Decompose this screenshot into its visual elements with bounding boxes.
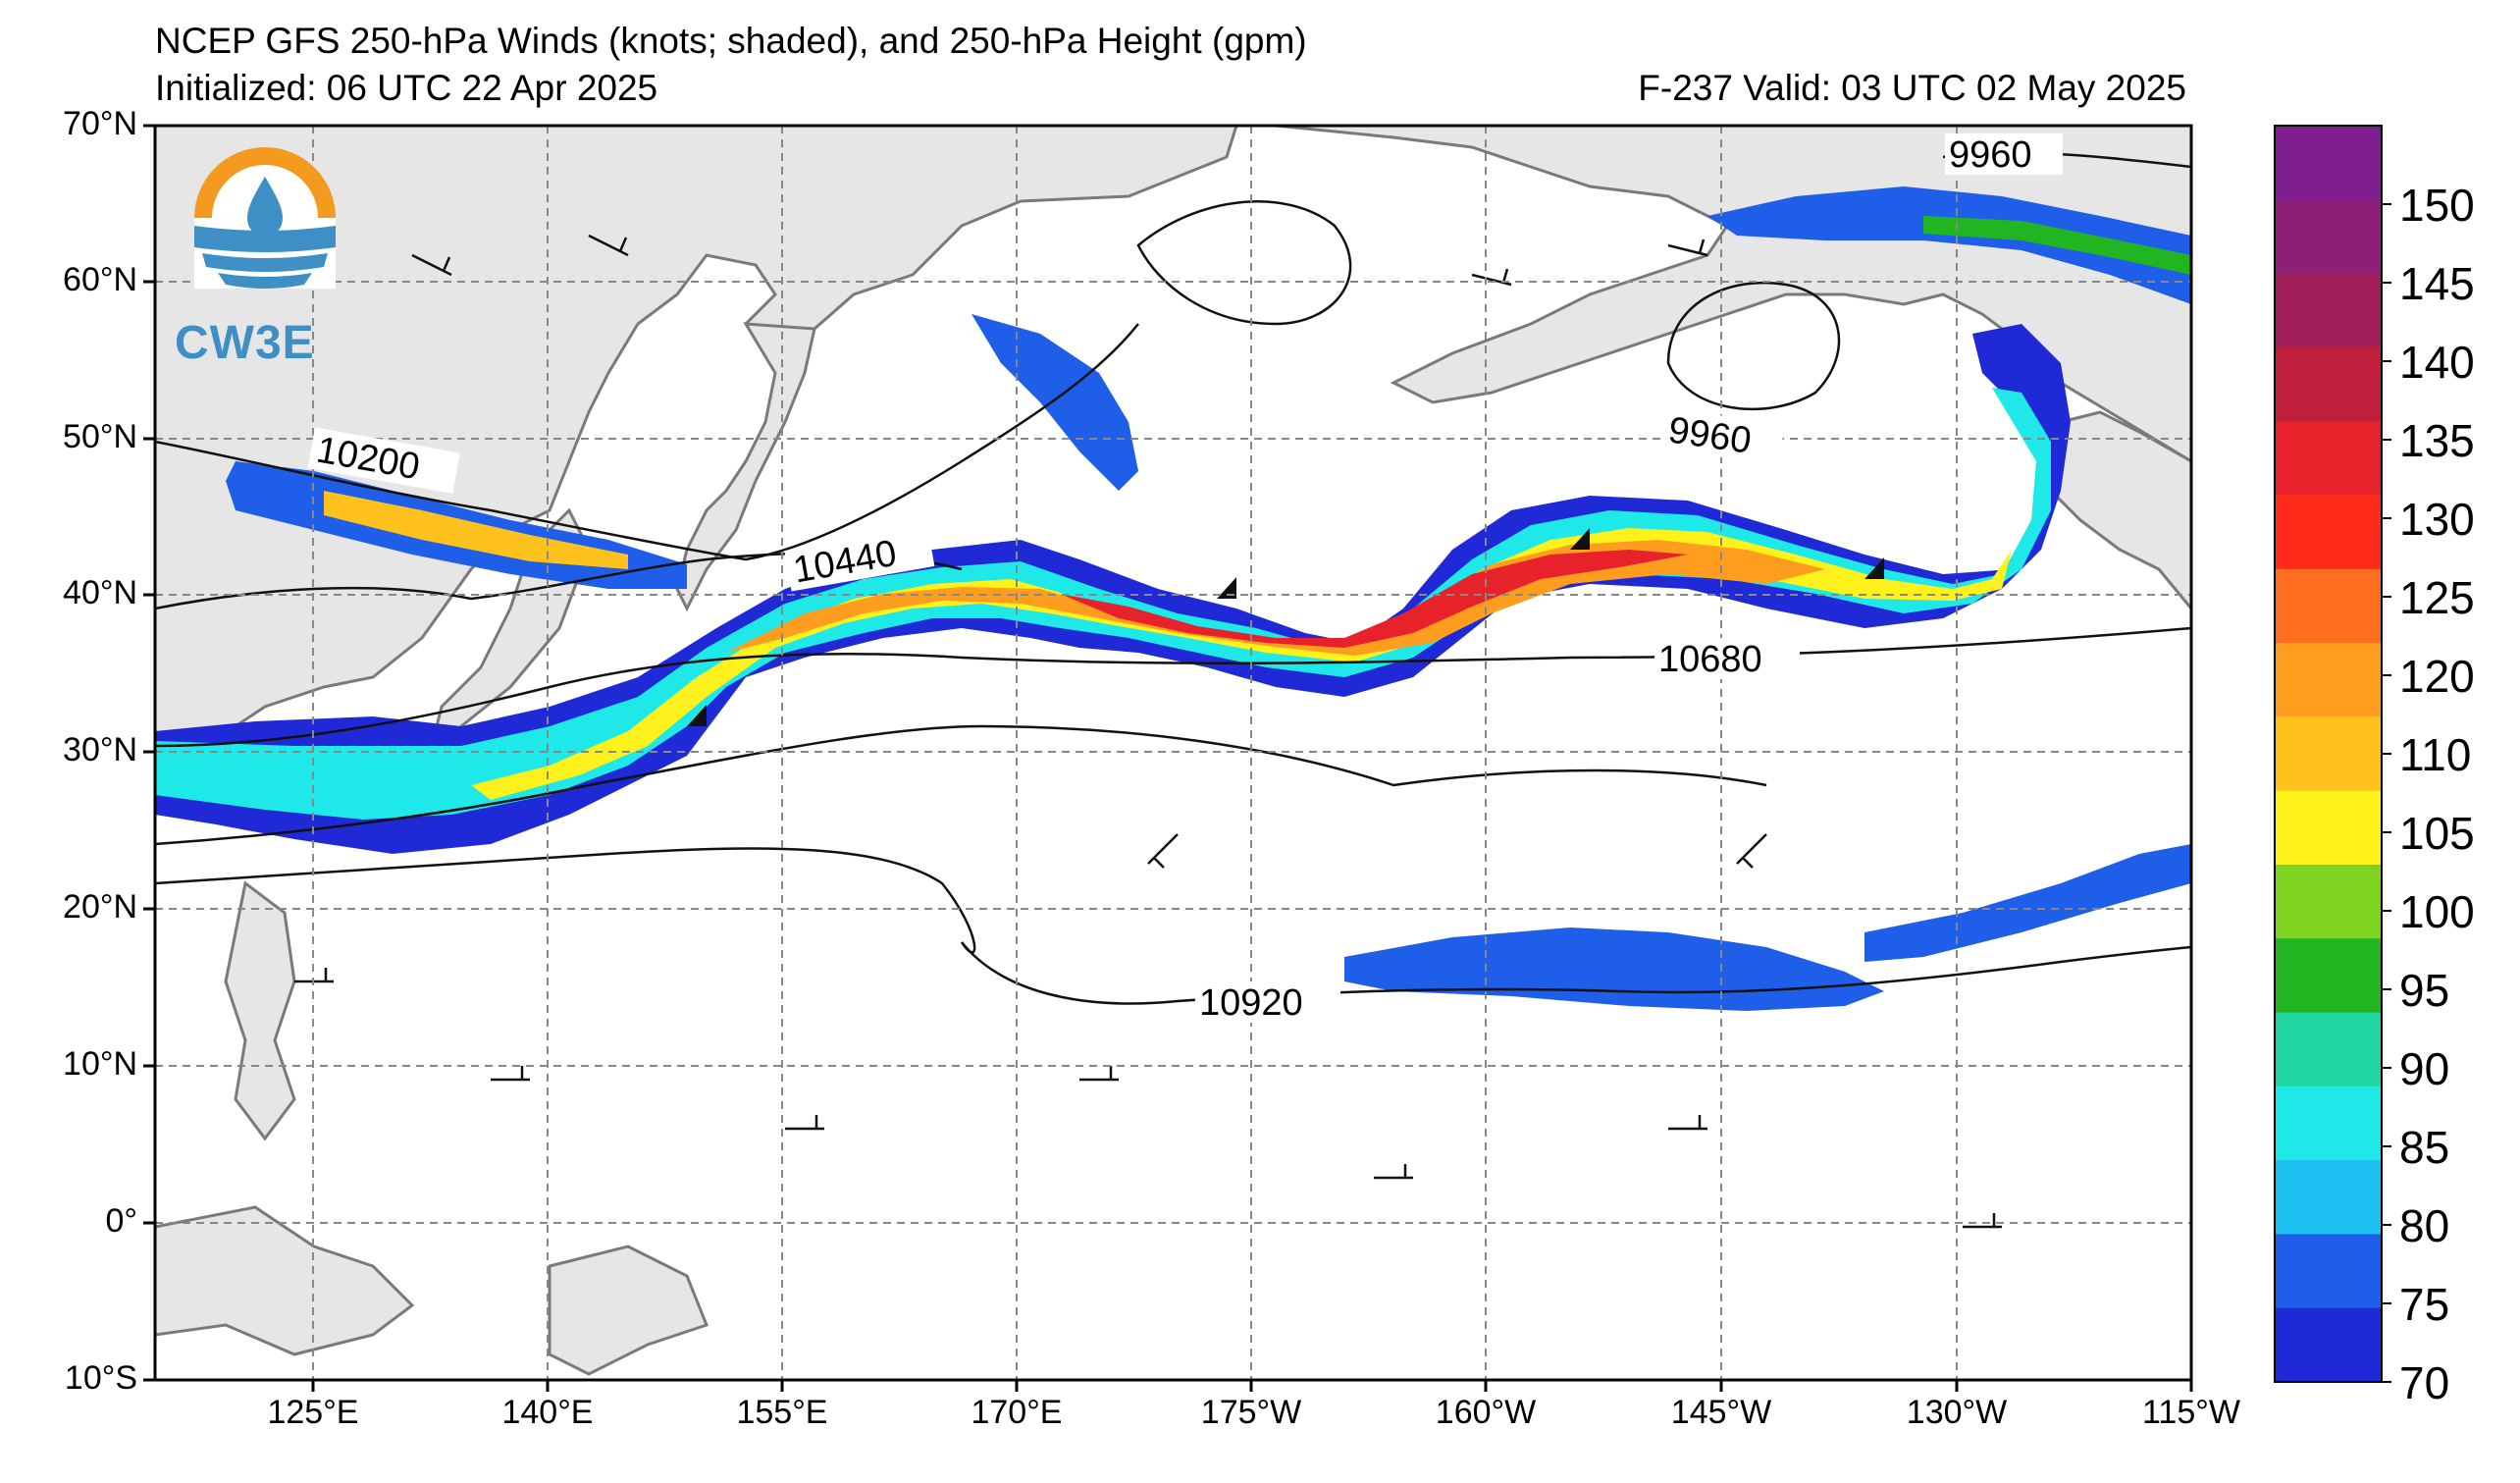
colorbar-swatch bbox=[2275, 346, 2382, 422]
colorbar-label-120: 120 bbox=[2399, 651, 2475, 702]
colorbar-label-90: 90 bbox=[2399, 1043, 2450, 1094]
contour-10680 bbox=[155, 626, 2191, 748]
jet-stream-shading bbox=[155, 186, 2191, 1011]
contour-label-10680: 10680 bbox=[1658, 639, 1762, 680]
lat-label-50n: 50°N bbox=[63, 418, 137, 455]
jet-fragment-kamchatka bbox=[971, 314, 1138, 491]
logo-text: CW3E bbox=[175, 317, 315, 369]
colorbar-label-130: 130 bbox=[2399, 494, 2475, 545]
colorbar bbox=[2274, 125, 2383, 1383]
jet-fragment-alaska-core bbox=[1923, 216, 2191, 275]
contour-9960-east bbox=[1666, 281, 1841, 411]
colorbar-label-75: 75 bbox=[2399, 1279, 2450, 1330]
colorbar-swatch bbox=[2275, 1012, 2382, 1087]
colorbar-label-140: 140 bbox=[2399, 337, 2475, 388]
lon-label-170e: 170°E bbox=[971, 1394, 1063, 1431]
colorbar-swatch bbox=[2275, 1086, 2382, 1161]
colorbar-swatch bbox=[2275, 643, 2382, 717]
colorbar-label-145: 145 bbox=[2399, 258, 2475, 309]
valid-time: F-237 Valid: 03 UTC 02 May 2025 bbox=[1638, 68, 2186, 108]
wind-flag bbox=[1864, 557, 1884, 579]
wind-barb bbox=[1963, 1213, 2002, 1229]
lon-label-140e: 140°E bbox=[501, 1394, 594, 1431]
wind-barb bbox=[1374, 1164, 1413, 1180]
colorbar-swatch bbox=[2275, 716, 2382, 792]
axis-ticks bbox=[143, 124, 2193, 1392]
colorbar-label-105: 105 bbox=[2399, 808, 2475, 859]
contour-10920 bbox=[961, 941, 2191, 1005]
wind-barb bbox=[1471, 268, 1512, 287]
lat-label-30n: 30°N bbox=[63, 731, 137, 768]
lon-label-155e: 155°E bbox=[736, 1394, 828, 1431]
lat-label-20n: 20°N bbox=[63, 888, 137, 926]
colorbar-swatch bbox=[2275, 199, 2382, 275]
wind-barb bbox=[1668, 1115, 1707, 1131]
colorbar-label-70: 70 bbox=[2399, 1357, 2450, 1408]
init-time: Initialized: 06 UTC 22 Apr 2025 bbox=[155, 68, 658, 108]
contour-label-10920: 10920 bbox=[1199, 982, 1303, 1024]
lat-label-70n: 70°N bbox=[63, 105, 137, 142]
colorbar-label-85: 85 bbox=[2399, 1122, 2450, 1173]
wind-flag bbox=[1217, 577, 1236, 599]
philippines-land bbox=[224, 880, 296, 1141]
lon-label-115w: 115°W bbox=[2142, 1394, 2240, 1431]
asia-land bbox=[155, 126, 1238, 758]
colorbar-label-150: 150 bbox=[2399, 180, 2475, 231]
colorbar-ticks bbox=[2382, 203, 2391, 1383]
colorbar-label-95: 95 bbox=[2399, 965, 2450, 1016]
contour-south bbox=[155, 847, 976, 954]
colorbar-swatch bbox=[2275, 864, 2382, 939]
jet-fragment-alaska bbox=[1707, 186, 2191, 304]
kamchatka-land bbox=[675, 322, 816, 612]
wind-barb bbox=[411, 253, 452, 277]
colorbar-swatch bbox=[2275, 1160, 2382, 1235]
colorbar-swatch bbox=[2275, 938, 2382, 1014]
colorbar-swatch bbox=[2275, 790, 2382, 866]
map-title: NCEP GFS 250-hPa Winds (knots; shaded), … bbox=[155, 21, 1307, 61]
colorbar-swatch bbox=[2275, 1234, 2382, 1309]
contour-label-9960-north: 9960 bbox=[1949, 134, 2032, 176]
colorbar-label-125: 125 bbox=[2399, 572, 2475, 623]
wind-barb bbox=[1079, 1066, 1119, 1082]
wind-barb bbox=[1667, 238, 1708, 257]
colorbar-label-110: 110 bbox=[2399, 729, 2472, 780]
wind-flag bbox=[1570, 528, 1590, 550]
gridlines bbox=[155, 126, 2191, 1380]
colorbar-label-100: 100 bbox=[2399, 886, 2475, 937]
jet-fragment-east bbox=[1864, 844, 2191, 962]
lat-label-0: 0° bbox=[105, 1202, 137, 1240]
lon-label-125e: 125°E bbox=[267, 1394, 359, 1431]
colorbar-swatch bbox=[2275, 273, 2382, 348]
lon-label-160w: 160°W bbox=[1435, 1394, 1537, 1431]
jet-core-140 bbox=[1060, 550, 1688, 648]
lat-label-60n: 60°N bbox=[63, 261, 137, 298]
new-guinea-land bbox=[155, 1205, 415, 1356]
lon-label-130w: 130°W bbox=[1906, 1394, 2008, 1431]
cw3e-logo-icon bbox=[194, 147, 336, 289]
colorbar-label-135: 135 bbox=[2399, 415, 2475, 466]
wind-barb bbox=[785, 1115, 824, 1131]
wind-barb bbox=[588, 234, 629, 257]
png-land bbox=[548, 1245, 709, 1376]
colorbar-label-80: 80 bbox=[2399, 1200, 2450, 1251]
lat-label-40n: 40°N bbox=[63, 574, 137, 611]
colorbar-swatch bbox=[2275, 421, 2382, 496]
colorbar-swatch bbox=[2275, 1307, 2382, 1383]
lon-label-175w: 175°W bbox=[1200, 1394, 1302, 1431]
wind-barb bbox=[1147, 833, 1179, 869]
contour-labels: 10200 10440 10680 10920 9960 9960 bbox=[307, 133, 2063, 1024]
colorbar-swatch bbox=[2275, 495, 2382, 570]
jet-fragment-east-china-core bbox=[324, 491, 628, 569]
wind-barb bbox=[491, 1066, 530, 1082]
wind-barb bbox=[1736, 833, 1767, 869]
contour-subtropical bbox=[155, 724, 1767, 846]
contour-9960-west bbox=[1136, 200, 1352, 326]
lon-label-145w: 145°W bbox=[1670, 1394, 1772, 1431]
lat-label-10n: 10°N bbox=[63, 1045, 137, 1083]
wind-flag bbox=[687, 705, 707, 726]
lat-label-10s: 10°S bbox=[64, 1359, 137, 1397]
colorbar-swatch bbox=[2275, 126, 2382, 200]
colorbar-swatch bbox=[2275, 568, 2382, 644]
